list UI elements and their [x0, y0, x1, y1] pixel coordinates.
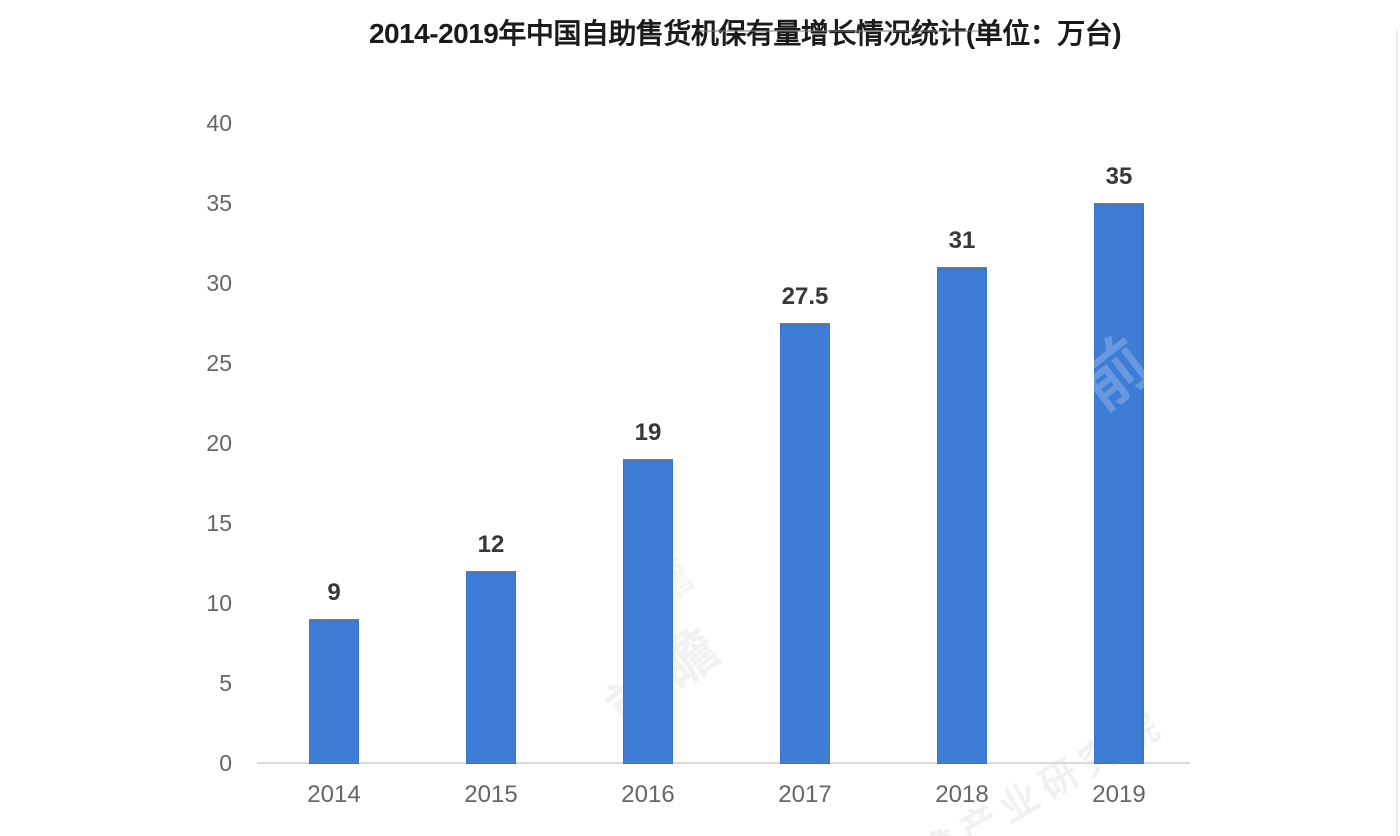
x-axis-line [257, 762, 1190, 764]
y-axis-tick-label: 40 [206, 110, 232, 136]
bar-value-label: 31 [948, 227, 976, 254]
y-axis-tick-label: 5 [219, 670, 232, 696]
chart-title: 2014-2019年中国自助售货机保有量增长情况统计(单位：万台) [368, 18, 1122, 49]
x-axis-tick-label: 2015 [464, 781, 518, 808]
y-axis-tick-label: 30 [206, 270, 232, 296]
y-axis-tick-label: 10 [206, 590, 232, 616]
image-border-line [1396, 30, 1398, 836]
y-axis-tick-label: 0 [219, 750, 232, 776]
y-axis-tick-label: 20 [206, 430, 232, 456]
bar-2017 [780, 323, 830, 764]
title-artifact-line [698, 30, 978, 32]
bar-value-label: 35 [1105, 163, 1133, 190]
x-axis-tick-label: 2019 [1092, 781, 1146, 808]
y-axis-tick-label: 15 [206, 510, 232, 536]
bar-value-label: 12 [477, 531, 505, 558]
x-axis-tick-label: 2016 [621, 781, 675, 808]
x-axis-tick-label: 2017 [778, 781, 832, 808]
bar-value-label: 9 [327, 579, 341, 606]
bar-2019 [1094, 203, 1144, 764]
bar-2015 [466, 571, 516, 764]
y-axis-tick-label: 25 [206, 350, 232, 376]
bar-2016 [623, 459, 673, 764]
bar-2018 [937, 267, 987, 764]
x-axis-tick-label: 2018 [935, 781, 989, 808]
bar-2014 [309, 619, 359, 764]
x-axis-tick-label: 2014 [307, 781, 361, 808]
y-axis-tick-label: 35 [206, 190, 232, 216]
bar-value-label: 27.5 [781, 283, 829, 310]
bar-value-label: 19 [634, 419, 662, 446]
